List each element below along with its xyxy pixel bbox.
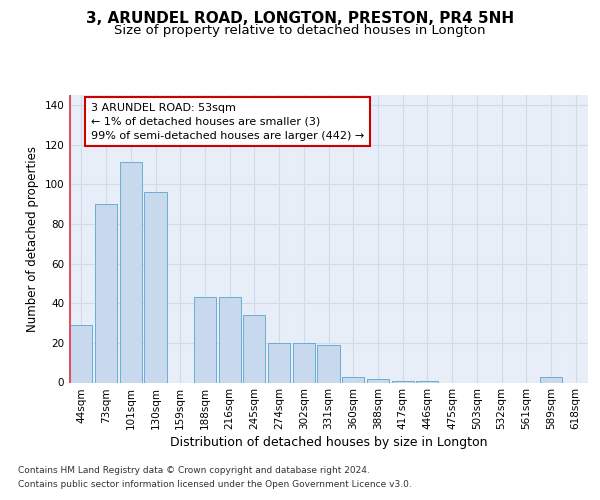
Bar bbox=[416, 380, 439, 382]
Bar bbox=[342, 376, 364, 382]
Text: 3, ARUNDEL ROAD, LONGTON, PRESTON, PR4 5NH: 3, ARUNDEL ROAD, LONGTON, PRESTON, PR4 5… bbox=[86, 11, 514, 26]
Bar bbox=[119, 162, 142, 382]
Text: Contains HM Land Registry data © Crown copyright and database right 2024.: Contains HM Land Registry data © Crown c… bbox=[18, 466, 370, 475]
Bar bbox=[317, 345, 340, 383]
Bar bbox=[392, 380, 414, 382]
Bar bbox=[70, 325, 92, 382]
X-axis label: Distribution of detached houses by size in Longton: Distribution of detached houses by size … bbox=[170, 436, 487, 450]
Bar bbox=[540, 376, 562, 382]
Bar bbox=[293, 343, 315, 382]
Bar bbox=[95, 204, 117, 382]
Bar bbox=[268, 343, 290, 382]
Text: Contains public sector information licensed under the Open Government Licence v3: Contains public sector information licen… bbox=[18, 480, 412, 489]
Bar bbox=[145, 192, 167, 382]
Bar bbox=[218, 297, 241, 382]
Bar bbox=[243, 315, 265, 382]
Bar bbox=[367, 378, 389, 382]
Text: Size of property relative to detached houses in Longton: Size of property relative to detached ho… bbox=[114, 24, 486, 37]
Y-axis label: Number of detached properties: Number of detached properties bbox=[26, 146, 39, 332]
Text: 3 ARUNDEL ROAD: 53sqm
← 1% of detached houses are smaller (3)
99% of semi-detach: 3 ARUNDEL ROAD: 53sqm ← 1% of detached h… bbox=[91, 103, 364, 141]
Bar bbox=[194, 297, 216, 382]
